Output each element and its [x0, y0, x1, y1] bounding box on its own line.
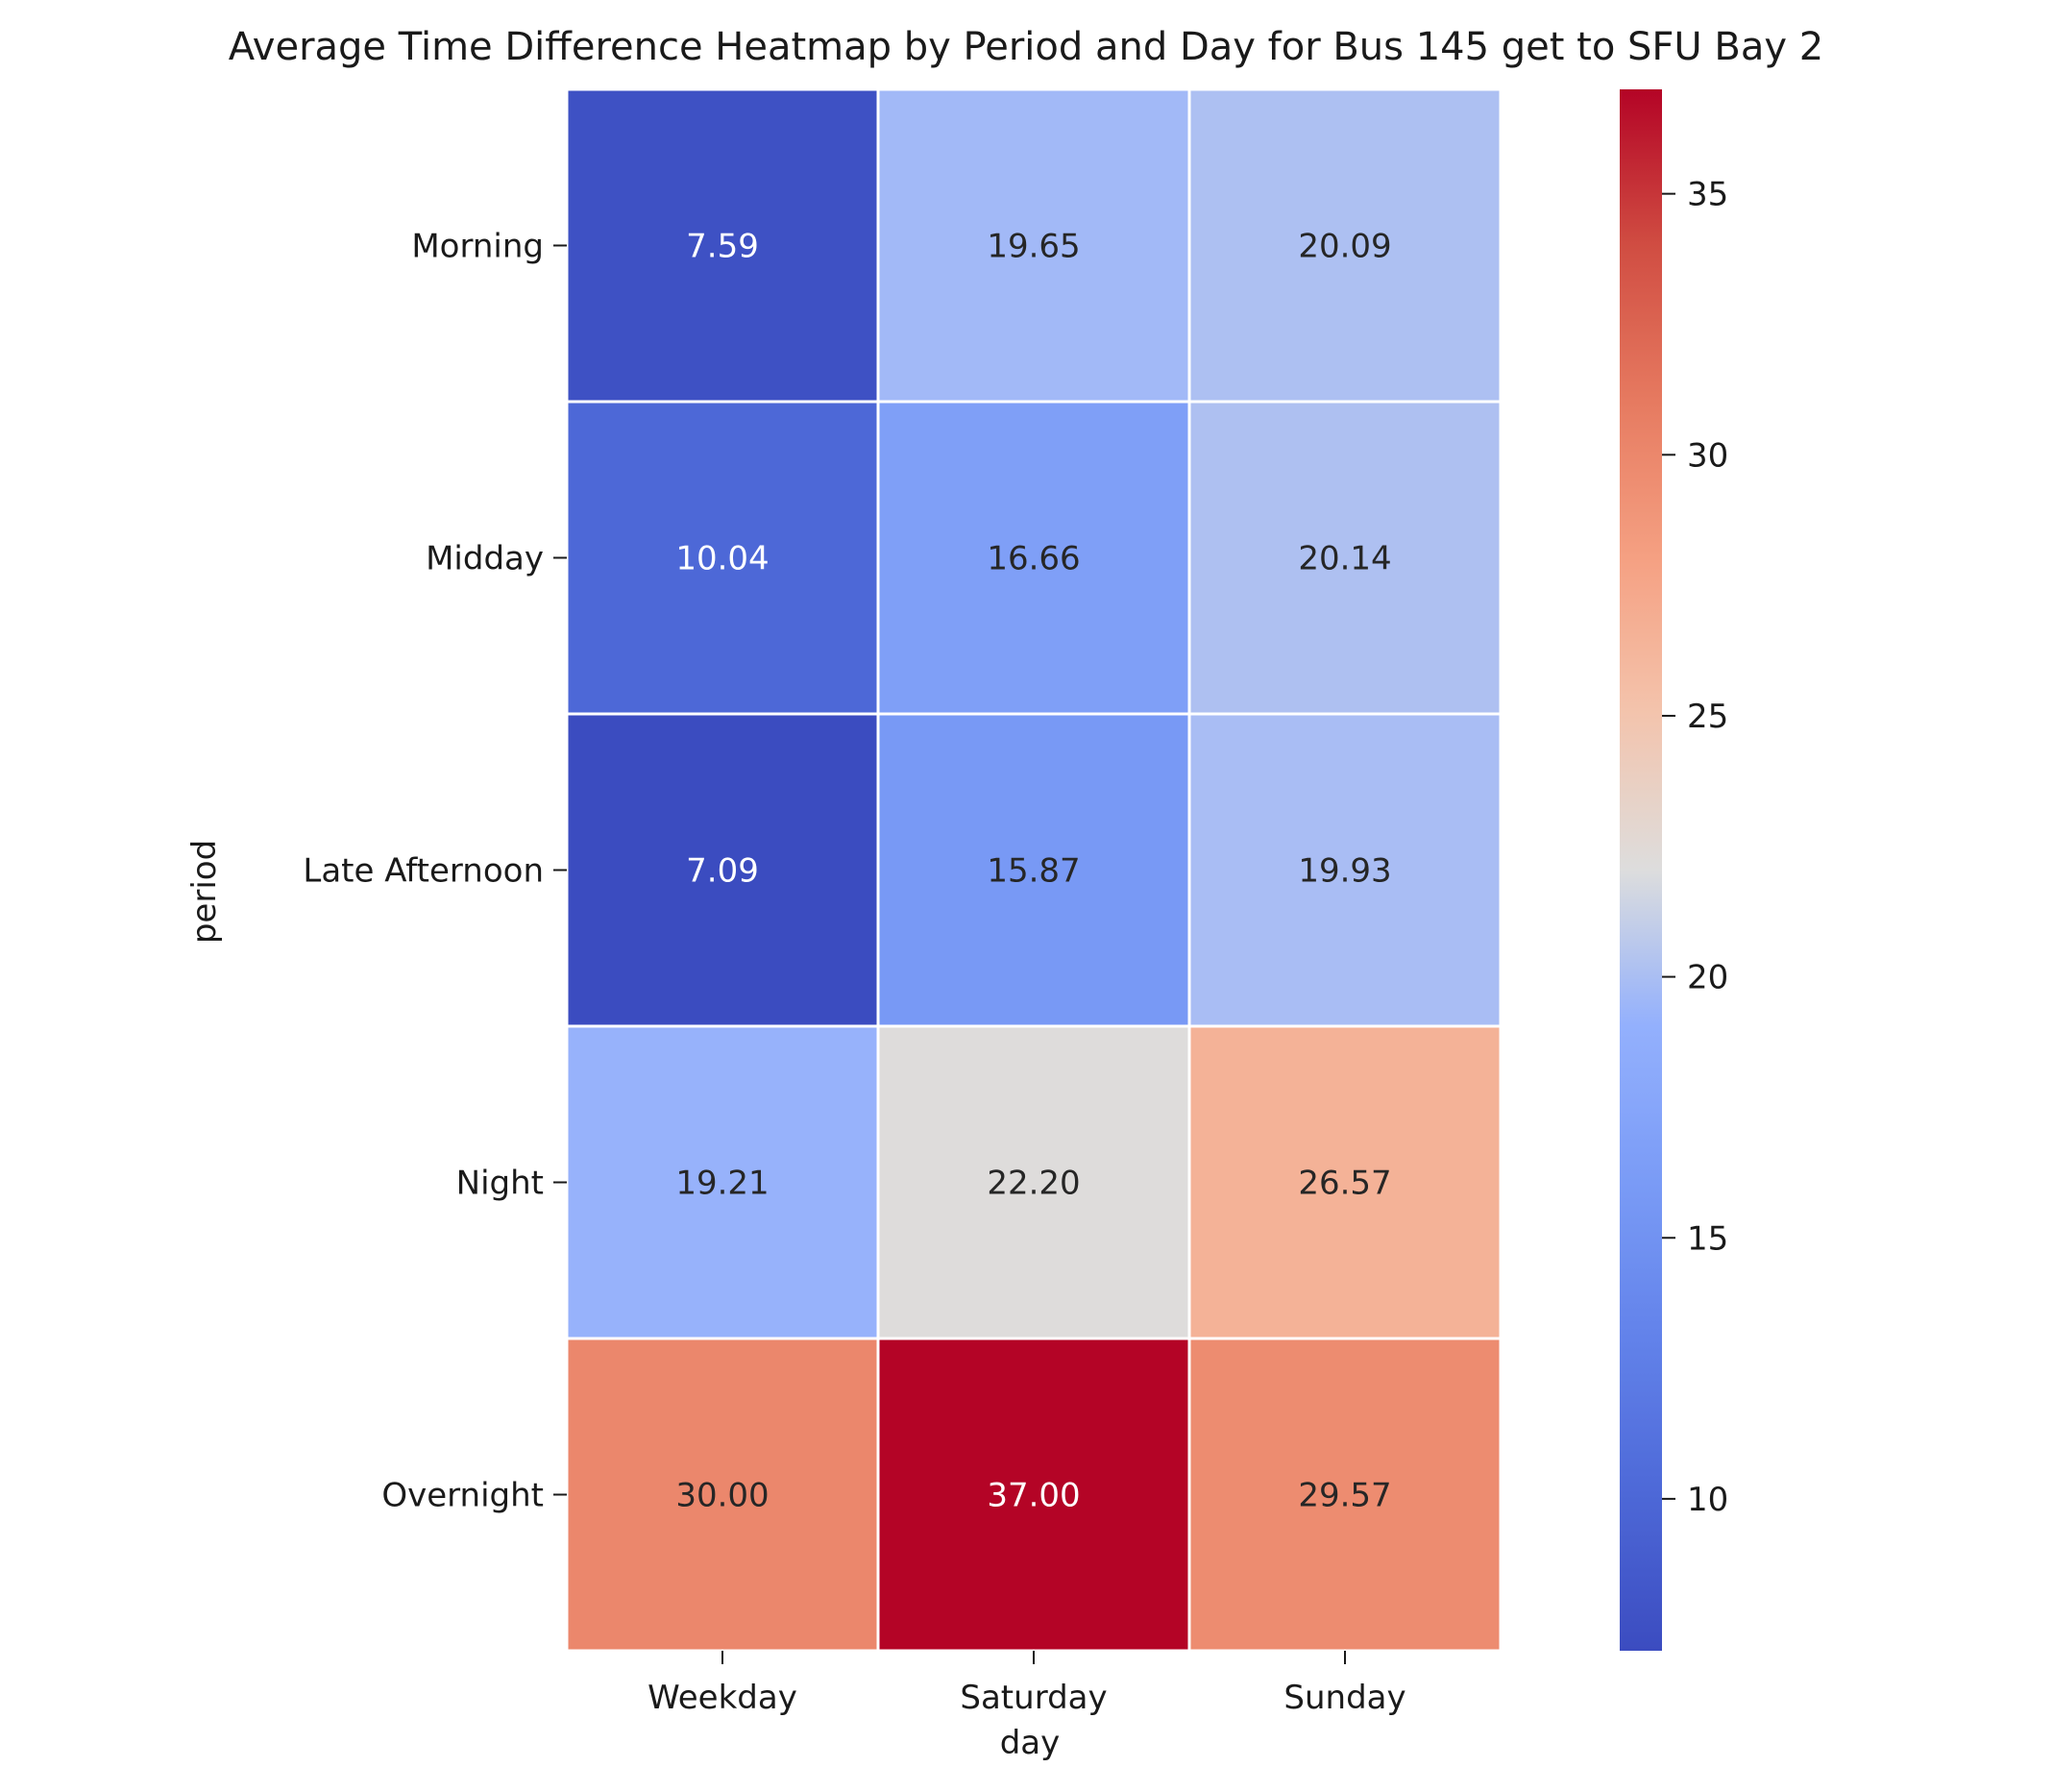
y-tick-label: Midday [426, 540, 544, 578]
cell-value-label: 19.65 [987, 228, 1080, 266]
heatmap-cell [565, 1337, 880, 1653]
colorbar-tick-label: 30 [1687, 436, 1728, 475]
y-axis-label: period [185, 840, 224, 944]
heatmap-cell [876, 1337, 1191, 1653]
colorbar-tick-label: 15 [1687, 1219, 1728, 1258]
heatmap-grid: 7.59 19.65 20.09 10.04 16.66 20.14 7.09 15.87 19… [565, 87, 1503, 1653]
heatmap-cell [1187, 1024, 1503, 1340]
y-axis: Morning Midday Late Afternoon Night Overnigh… [303, 228, 567, 1515]
heatmap-cell [876, 400, 1191, 716]
cell-value-label: 7.09 [686, 852, 759, 891]
x-axis-label: day [1000, 1724, 1061, 1762]
y-tick-label: Late Afternoon [303, 852, 544, 891]
colorbar-tick-label: 25 [1687, 698, 1728, 736]
cell-value-label: 30.00 [675, 1477, 769, 1515]
heatmap-cell [1187, 400, 1503, 716]
y-tick-label: Overnight [381, 1477, 544, 1515]
cell-value-label: 22.20 [987, 1165, 1080, 1203]
y-tick-label: Night [456, 1165, 544, 1203]
cell-value-label: 19.93 [1298, 852, 1391, 891]
colorbar: 10 15 20 25 30 35 [1620, 89, 1728, 1651]
cell-value-label: 29.57 [1298, 1477, 1391, 1515]
cell-value-label: 10.04 [675, 540, 769, 578]
cell-value-label: 15.87 [987, 852, 1080, 891]
colorbar-tick-label: 20 [1687, 959, 1728, 997]
colorbar-tick-label: 35 [1687, 176, 1728, 214]
cell-value-label: 19.21 [675, 1165, 769, 1203]
colorbar-tick-label: 10 [1687, 1481, 1728, 1519]
y-tick-label: Morning [411, 228, 544, 266]
x-axis: Weekday Saturday Sunday [648, 1651, 1406, 1717]
cell-value-label: 37.00 [987, 1477, 1080, 1515]
heatmap-cell [876, 712, 1191, 1028]
heatmap-cell [1187, 1337, 1503, 1653]
cell-value-label: 20.09 [1298, 228, 1391, 266]
heatmap-cell [565, 1024, 880, 1340]
cell-value-label: 26.57 [1298, 1165, 1391, 1203]
heatmap-cell [876, 87, 1191, 404]
heatmap-cell [565, 87, 880, 404]
x-tick-label: Saturday [960, 1679, 1107, 1717]
cell-value-label: 20.14 [1298, 540, 1391, 578]
cell-value-label: 7.59 [686, 228, 759, 266]
heatmap-cell [1187, 87, 1503, 404]
chart-title: Average Time Difference Heatmap by Perio… [229, 25, 1823, 69]
x-tick-label: Sunday [1283, 1679, 1405, 1717]
heatmap-cell [565, 400, 880, 716]
x-tick-label: Weekday [648, 1679, 797, 1717]
cell-value-label: 16.66 [987, 540, 1080, 578]
colorbar-gradient [1620, 89, 1662, 1651]
